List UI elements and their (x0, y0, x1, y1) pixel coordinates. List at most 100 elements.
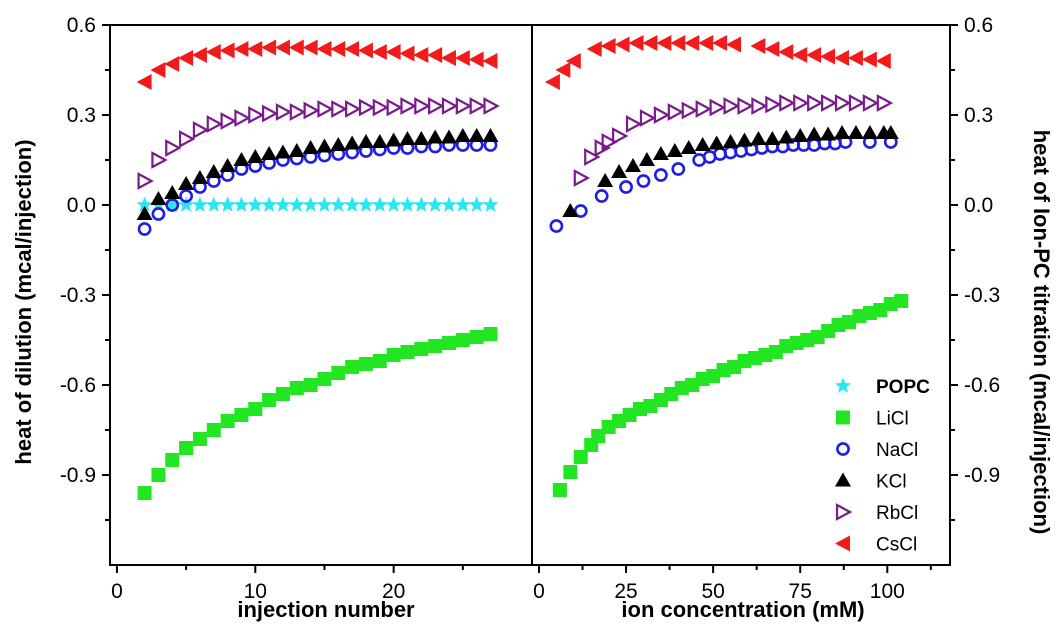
licl-point (483, 327, 498, 341)
right-x-tick-label: 100 (870, 580, 905, 603)
cscl-point (806, 47, 822, 63)
cscl-point (233, 41, 249, 57)
right-y-tick-label: 0.6 (964, 14, 993, 37)
kcl-point (638, 152, 655, 166)
kcl-point (413, 131, 430, 145)
left-panel: 0 10 20 0.6 0.3 0.0 -0.3 -0.6 -0.9 (60, 14, 533, 603)
cscl-point (792, 47, 808, 63)
nacl-point (573, 204, 588, 218)
popc-point (288, 196, 305, 212)
licl-point (303, 378, 318, 392)
rbcl-point (737, 97, 754, 115)
kcl-point (708, 135, 725, 150)
kcl-point (288, 143, 305, 157)
kcl-point (834, 125, 851, 139)
cscl-point (726, 36, 742, 53)
popc-point (413, 196, 430, 212)
cscl-point (656, 35, 672, 51)
popc-point (178, 196, 195, 212)
nacl-point (137, 222, 152, 236)
legend: POPC LiCl NaCl KCl RbCl CsCl (834, 377, 930, 556)
cscl-point (371, 44, 387, 60)
nacl-point (636, 174, 651, 188)
cscl-point (670, 35, 686, 51)
kcl-point (205, 164, 222, 178)
licl-point (400, 345, 415, 359)
left-y-tick-label: -0.3 (60, 284, 96, 307)
rbcl-point (137, 172, 154, 190)
cscl-point (344, 41, 360, 57)
kcl-point (454, 128, 471, 142)
cscl-point (150, 62, 166, 78)
rbcl-point (584, 148, 601, 166)
cscl-point (875, 53, 891, 69)
right-x-tick-label: 75 (789, 580, 812, 603)
cscl-point (191, 47, 207, 63)
rbcl-point (289, 103, 307, 121)
right-series-licl (552, 294, 909, 497)
licl-point (192, 432, 207, 446)
cscl-point (261, 39, 277, 56)
rbcl-point (723, 97, 740, 115)
cscl-point (427, 47, 443, 63)
rbcl-point (653, 106, 671, 124)
popc-point (261, 196, 278, 212)
popc-point (164, 196, 181, 212)
popc-point (274, 196, 292, 212)
rbcl-point (779, 94, 796, 112)
right-series-nacl (549, 135, 898, 233)
kcl-point (680, 140, 697, 154)
cscl-point (178, 50, 194, 66)
rbcl-point (820, 94, 838, 112)
rbcl-point (248, 106, 265, 124)
kcl-point (385, 132, 402, 147)
rbcl-point (667, 103, 685, 121)
licl-point (563, 465, 578, 479)
right-y-tick-label: 0.3 (964, 104, 993, 127)
nacl-point (619, 180, 633, 194)
nacl-point (549, 219, 564, 233)
licl-point (289, 381, 304, 395)
cscl-point (454, 50, 470, 66)
popc-point (205, 196, 222, 212)
rbcl-point (400, 97, 417, 115)
cscl-point (778, 44, 794, 60)
nacl-point (594, 189, 609, 203)
kcl-point (847, 125, 864, 139)
rbcl-point (151, 151, 168, 169)
right-y-tick-label: -0.9 (964, 464, 1000, 487)
popc-point (302, 196, 319, 212)
legend-cscl-marker (835, 535, 850, 552)
cscl-point (274, 39, 290, 56)
legend-licl-label: LiCl (876, 409, 909, 430)
left-x-tick-label: 10 (244, 580, 267, 603)
rbcl-point (206, 115, 224, 133)
cscl-point (164, 56, 180, 72)
kcl-point (440, 129, 457, 144)
kcl-point (233, 152, 250, 166)
popc-point (136, 196, 153, 212)
cscl-point (399, 45, 415, 62)
licl-point (165, 453, 180, 467)
popc-point (468, 196, 485, 212)
popc-point (191, 196, 209, 212)
rbcl-point (386, 98, 403, 117)
rbcl-point (192, 121, 210, 139)
popc-point (399, 196, 416, 212)
right-x-tick-label: 0 (533, 580, 545, 603)
legend-rbcl-label: RbCl (876, 503, 918, 524)
licl-point (179, 441, 194, 455)
kcl-point (164, 185, 181, 199)
licl-point (345, 360, 360, 374)
kcl-point (316, 138, 333, 153)
right-x-tick-label: 25 (614, 580, 637, 603)
licl-point (573, 450, 588, 464)
cscl-point (750, 38, 766, 54)
kcl-point (261, 146, 278, 160)
rbcl-point (695, 100, 713, 118)
rbcl-point (611, 127, 629, 145)
cscl-point (468, 51, 484, 68)
licl-point (248, 402, 263, 416)
kcl-point (882, 125, 899, 139)
kcl-point (399, 131, 416, 145)
